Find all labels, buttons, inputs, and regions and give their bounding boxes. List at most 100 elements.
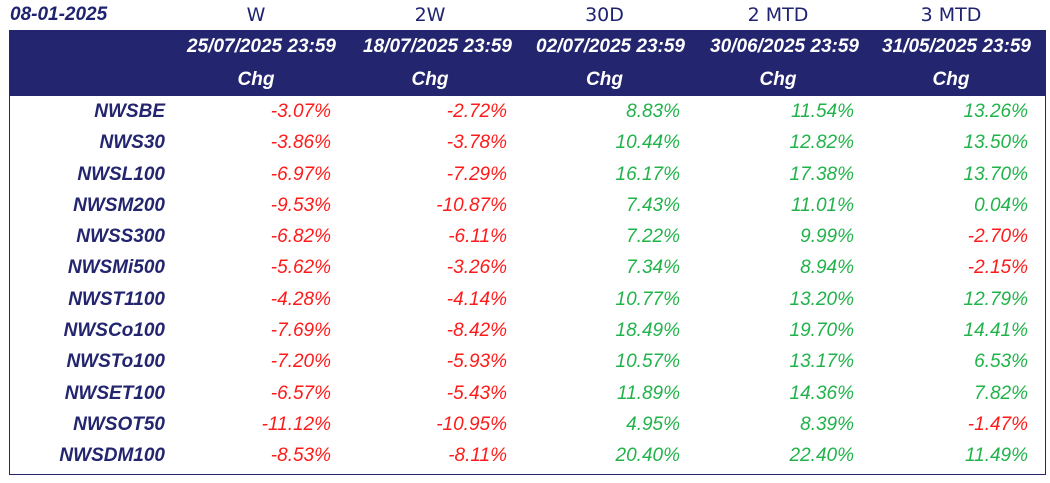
change-value: 8.39% xyxy=(800,413,854,435)
index-name: NWSMi500 xyxy=(67,257,165,279)
chg-label: Chg xyxy=(237,69,275,90)
change-value: 14.41% xyxy=(963,320,1028,342)
index-name: NWSS300 xyxy=(76,226,165,248)
change-value: 6.53% xyxy=(974,351,1028,373)
period-label-2w: 2W xyxy=(414,4,446,26)
table-row: NWS30 -3.86% -3.78% 10.44% 12.82% 13.50% xyxy=(10,127,1045,158)
change-value: 4.95% xyxy=(626,413,680,435)
table-row: NWSL100 -6.97% -7.29% 16.17% 17.38% 13.70% xyxy=(10,159,1045,190)
change-value: -10.87% xyxy=(436,194,507,216)
change-value: 7.22% xyxy=(626,226,680,248)
change-value: 14.36% xyxy=(789,382,854,404)
change-value: -3.86% xyxy=(270,132,331,154)
change-value: 18.49% xyxy=(615,320,680,342)
change-value: 13.70% xyxy=(963,163,1028,185)
index-name: NWST1100 xyxy=(68,288,165,310)
change-value: -5.93% xyxy=(446,351,507,373)
ref-date-row: 25/07/2025 23:59 18/07/2025 23:59 02/07/… xyxy=(9,30,1046,63)
change-value: 13.17% xyxy=(789,351,854,373)
change-value: 12.79% xyxy=(963,288,1028,310)
change-value: 10.77% xyxy=(615,288,680,310)
change-value: 13.26% xyxy=(963,101,1028,122)
change-value: 11.49% xyxy=(964,445,1028,467)
table-row: NWSOT50 -11.12% -10.95% 4.95% 8.39% -1.47% xyxy=(10,409,1045,440)
change-value: 11.89% xyxy=(616,382,680,404)
table-row: NWSCo100 -7.69% -8.42% 18.49% 19.70% 14.41% xyxy=(10,315,1045,346)
change-value: 19.70% xyxy=(789,320,854,342)
chg-label-row: Chg Chg Chg Chg Chg xyxy=(9,63,1046,96)
report-date: 08-01-2025 xyxy=(10,4,108,25)
change-value: -9.53% xyxy=(270,194,331,216)
index-name: NWSL100 xyxy=(77,163,165,185)
table-row: NWSS300 -6.82% -6.11% 7.22% 9.99% -2.70% xyxy=(10,221,1045,252)
change-value: -2.15% xyxy=(967,257,1028,279)
change-value: -1.47% xyxy=(967,413,1028,435)
chg-label: Chg xyxy=(411,69,449,90)
change-value: -11.12% xyxy=(261,413,331,435)
table-header-band: 25/07/2025 23:59 18/07/2025 23:59 02/07/… xyxy=(9,30,1046,96)
change-value: -5.62% xyxy=(270,257,331,279)
index-name: NWSBE xyxy=(94,101,165,122)
index-name: NWSM200 xyxy=(73,194,165,216)
period-label-w: W xyxy=(246,4,266,26)
table-row: NWSBE -3.07% -2.72% 8.83% 11.54% 13.26% xyxy=(10,96,1045,127)
change-value: -7.69% xyxy=(270,320,331,342)
change-value: 17.38% xyxy=(789,163,854,185)
change-value: -3.26% xyxy=(446,257,507,279)
table-row: NWSM200 -9.53% -10.87% 7.43% 11.01% 0.04% xyxy=(10,190,1045,221)
change-value: 8.94% xyxy=(800,257,854,279)
table-row: NWSTo100 -7.20% -5.93% 10.57% 13.17% 6.53% xyxy=(10,346,1045,377)
change-value: -8.11% xyxy=(448,445,507,467)
table-row: NWSMi500 -5.62% -3.26% 7.34% 8.94% -2.15% xyxy=(10,252,1045,283)
index-name: NWSET100 xyxy=(64,382,165,404)
table-row: NWST1100 -4.28% -4.14% 10.77% 13.20% 12.79% xyxy=(10,284,1045,315)
change-value: -2.72% xyxy=(446,101,507,122)
change-value: 7.34% xyxy=(626,257,680,279)
period-label-3mtd: 3 MTD xyxy=(920,4,982,26)
change-value: 16.17% xyxy=(615,163,680,185)
change-value: -6.82% xyxy=(270,226,331,248)
index-name: NWSCo100 xyxy=(63,320,165,342)
change-value: 0.04% xyxy=(974,194,1028,216)
change-value: 13.50% xyxy=(963,132,1028,154)
change-value: 20.40% xyxy=(615,445,680,467)
change-value: -8.53% xyxy=(270,445,331,467)
change-value: -4.14% xyxy=(446,288,507,310)
index-name: NWSDM100 xyxy=(59,445,165,467)
index-name: NWSOT50 xyxy=(73,413,165,435)
table-row: NWSET100 -6.57% -5.43% 11.89% 14.36% 7.82% xyxy=(10,378,1045,409)
change-value: -6.11% xyxy=(448,226,507,248)
change-value: 9.99% xyxy=(800,226,854,248)
ref-date-3mtd: 31/05/2025 23:59 xyxy=(882,36,1031,57)
table-body: NWSBE -3.07% -2.72% 8.83% 11.54% 13.26% NWS30 -… xyxy=(9,96,1046,475)
change-value: -5.43% xyxy=(446,382,507,404)
change-value: -2.70% xyxy=(967,226,1028,248)
change-value: 10.44% xyxy=(615,132,680,154)
change-value: -6.97% xyxy=(270,163,331,185)
period-label-30d: 30D xyxy=(585,4,624,26)
change-value: 12.82% xyxy=(789,132,854,154)
change-value: -8.42% xyxy=(446,320,507,342)
change-value: 10.57% xyxy=(615,351,680,373)
period-header-row: 08-01-2025 W 2W 30D 2 MTD 3 MTD xyxy=(0,0,1050,30)
change-value: -7.20% xyxy=(270,351,331,373)
change-value: -7.29% xyxy=(446,163,507,185)
change-value: -3.07% xyxy=(270,101,331,122)
ref-date-w: 25/07/2025 23:59 xyxy=(187,36,336,57)
header-spacer xyxy=(9,30,170,63)
index-name: NWS30 xyxy=(99,132,165,154)
change-value: 7.82% xyxy=(974,382,1028,404)
ref-date-2mtd: 30/06/2025 23:59 xyxy=(710,36,859,57)
chg-label: Chg xyxy=(759,69,797,90)
change-value: 22.40% xyxy=(789,445,854,467)
change-value: -4.28% xyxy=(270,288,331,310)
chg-label: Chg xyxy=(586,69,623,90)
ref-date-30d: 02/07/2025 23:59 xyxy=(536,36,685,57)
table-row: NWSDM100 -8.53% -8.11% 20.40% 22.40% 11.49% xyxy=(10,440,1045,471)
change-value: -6.57% xyxy=(270,382,331,404)
change-value: 11.54% xyxy=(790,101,854,122)
change-value: -3.78% xyxy=(446,132,507,154)
change-value: 11.01% xyxy=(790,194,854,216)
index-name: NWSTo100 xyxy=(66,351,165,373)
